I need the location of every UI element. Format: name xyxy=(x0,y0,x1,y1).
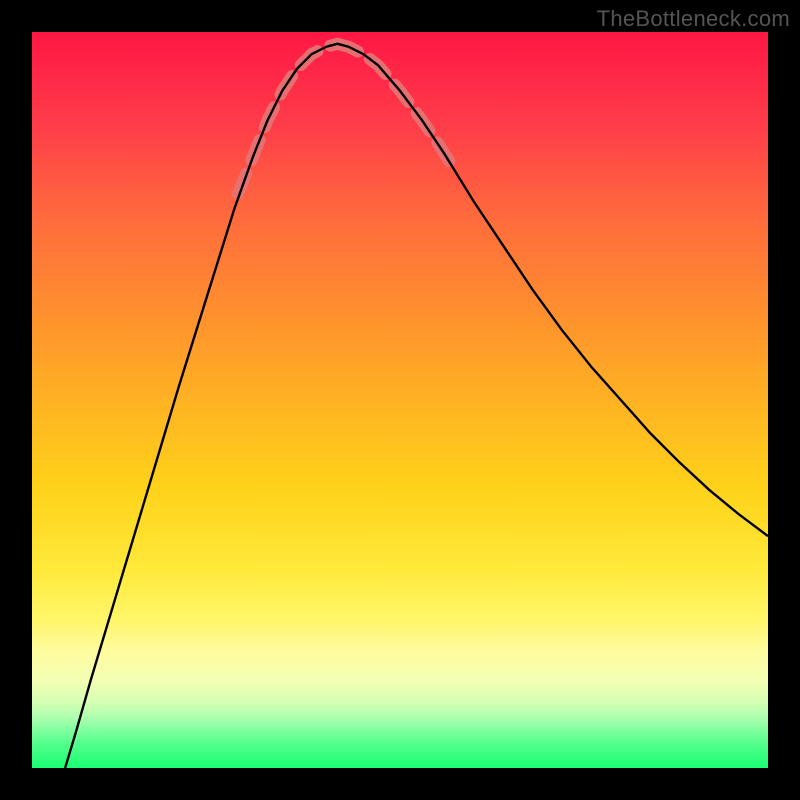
plot-area xyxy=(32,32,768,768)
right-overlay-path xyxy=(337,44,455,171)
watermark-text: TheBottleneck.com xyxy=(597,6,790,32)
left-overlay-path xyxy=(238,44,337,194)
main-curve-path xyxy=(65,44,768,768)
chart-svg xyxy=(32,32,768,768)
